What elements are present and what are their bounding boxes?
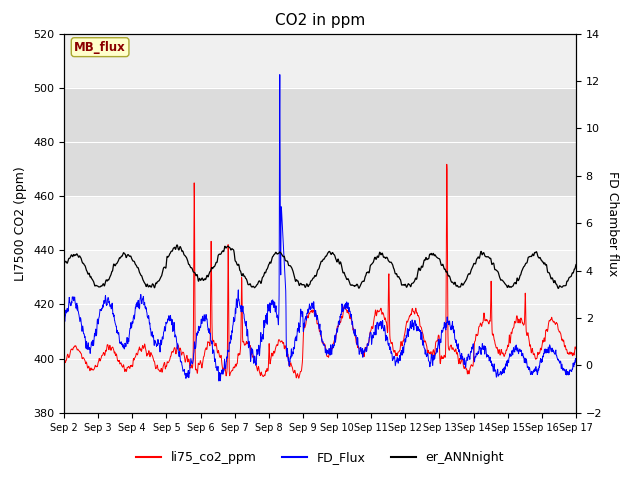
- Text: MB_flux: MB_flux: [74, 41, 126, 54]
- Y-axis label: LI7500 CO2 (ppm): LI7500 CO2 (ppm): [15, 166, 28, 281]
- Bar: [64, 88, 576, 196]
- Title: CO2 in ppm: CO2 in ppm: [275, 13, 365, 28]
- Y-axis label: FD Chamber flux: FD Chamber flux: [606, 170, 619, 276]
- Legend: li75_co2_ppm, FD_Flux, er_ANNnight: li75_co2_ppm, FD_Flux, er_ANNnight: [131, 446, 509, 469]
